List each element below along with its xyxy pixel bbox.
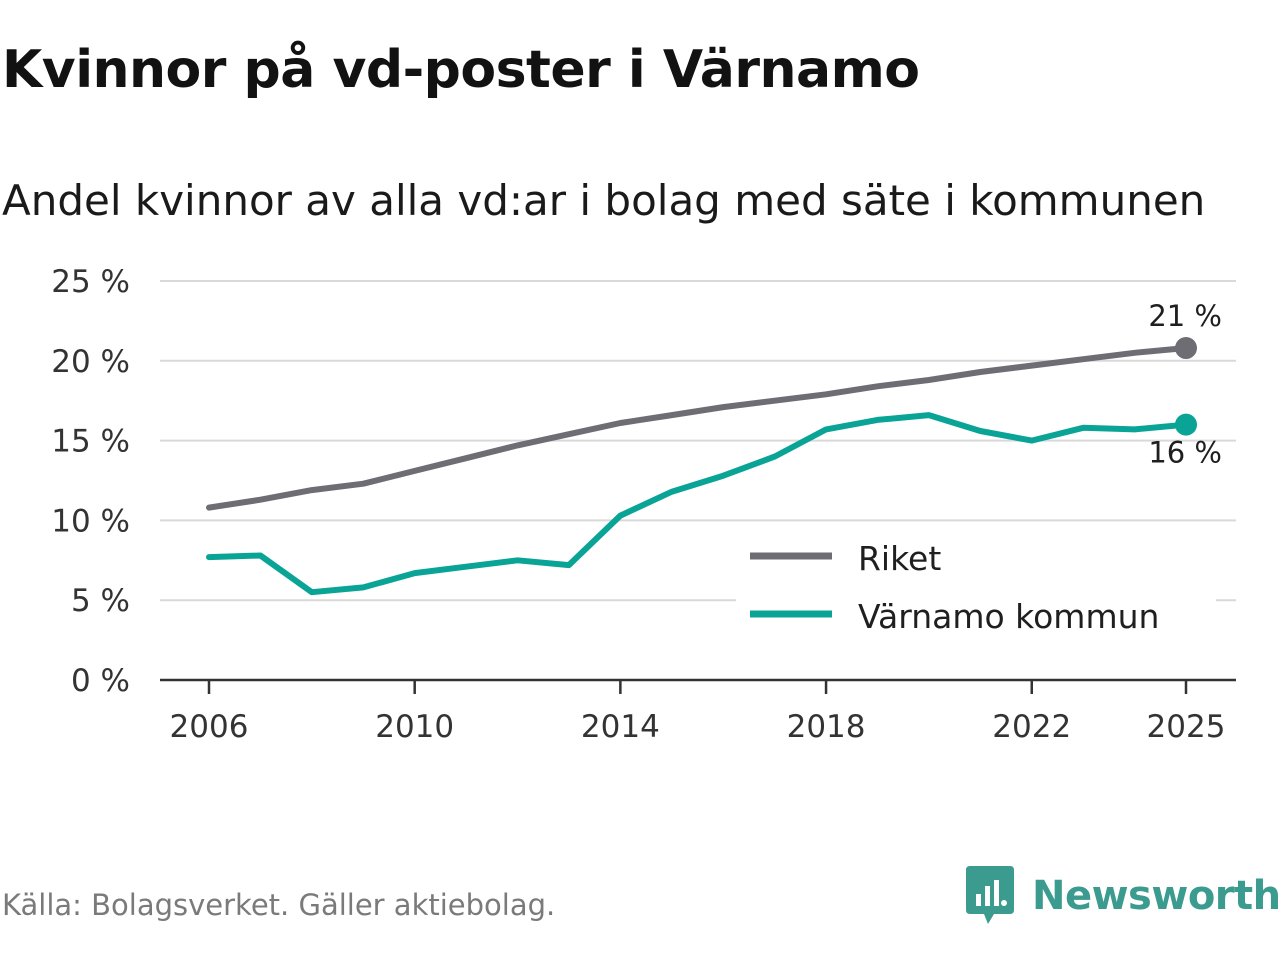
- series-lines: [206, 345, 1189, 596]
- newsworthy-logo-icon: [966, 866, 1014, 924]
- y-tick-label: 0 %: [71, 663, 130, 699]
- chart-title: Kvinnor på vd-poster i Värnamo: [2, 40, 920, 100]
- source-note: Källa: Bolagsverket. Gäller aktiebolag.: [2, 888, 556, 922]
- y-tick-label: 25 %: [51, 264, 130, 300]
- series-line-riket: [206, 345, 1189, 511]
- series-line-varnamo-kommun: [206, 412, 1189, 596]
- chart-subtitle: Andel kvinnor av alla vd:ar i bolag med …: [2, 176, 1206, 225]
- y-tick-label: 10 %: [51, 503, 130, 539]
- x-tick-label: 2025: [1147, 709, 1226, 745]
- legend-background: [736, 530, 1216, 662]
- y-axis-ticks: 0 % 5 % 10 % 15 % 20 % 25 %: [51, 264, 130, 699]
- x-tick-label: 2018: [787, 709, 866, 745]
- legend: Riket Värnamo kommun: [750, 539, 1159, 636]
- x-tick-label: 2022: [992, 709, 1071, 745]
- legend-label-riket: Riket: [858, 539, 941, 578]
- end-label-riket: 21 %: [1148, 299, 1222, 333]
- brand-name: Newsworthy: [1032, 873, 1280, 919]
- y-tick-label: 20 %: [51, 344, 130, 380]
- end-label-varnamo-kommun: 16 %: [1148, 436, 1222, 470]
- end-markers: 21 % 16 %: [1148, 299, 1222, 470]
- x-tick-label: 2006: [170, 709, 249, 745]
- end-marker-varnamo-kommun: [1175, 413, 1197, 436]
- x-tick-label: 2014: [581, 709, 660, 745]
- end-marker-riket: [1175, 337, 1197, 360]
- x-axis: 2006 2010 2014 2018 2022 2025: [160, 678, 1236, 745]
- brand-logo: Newsworthy: [964, 866, 1280, 926]
- x-tick-label: 2010: [375, 709, 454, 745]
- y-tick-label: 15 %: [51, 424, 130, 460]
- legend-label-varnamo-kommun: Värnamo kommun: [858, 597, 1159, 636]
- y-tick-label: 5 %: [71, 583, 130, 619]
